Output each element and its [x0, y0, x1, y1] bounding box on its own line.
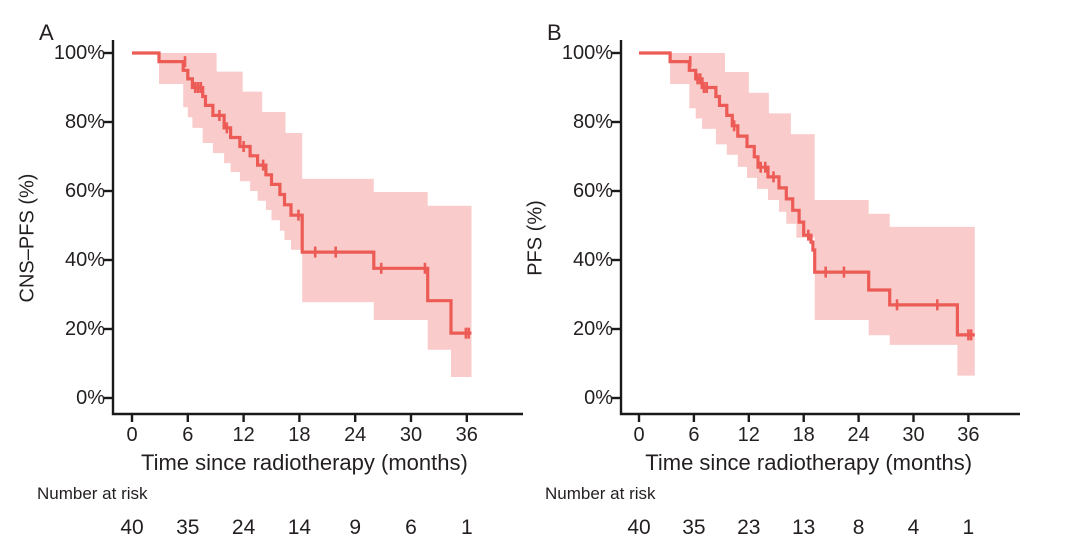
x-tick-label: 6 — [688, 424, 700, 446]
y-axis-title: PFS (%) — [524, 200, 547, 276]
x-axis-title: Time since radiotherapy (months) — [645, 450, 973, 475]
number-at-risk-label: Number at risk — [37, 484, 148, 503]
x-tick-label: 0 — [126, 424, 138, 446]
risk-count: 35 — [176, 516, 200, 539]
risk-count: 4 — [907, 516, 920, 539]
panel-letter: B — [547, 20, 562, 45]
y-tick-label: 40% — [572, 249, 613, 271]
y-tick-label: 60% — [572, 180, 613, 202]
risk-count: 40 — [627, 516, 651, 539]
x-tick-label: 30 — [902, 424, 925, 446]
number-at-risk-label: Number at risk — [545, 484, 656, 503]
risk-count: 1 — [460, 516, 473, 539]
y-tick-label: 0% — [76, 387, 105, 409]
axes-panel-b — [619, 40, 1020, 416]
x-tick-label: 18 — [792, 424, 815, 446]
x-tick-label: 18 — [288, 424, 311, 446]
y-tick-label: 20% — [572, 318, 613, 340]
y-tick-label: 80% — [64, 111, 105, 133]
y-tick-label: 40% — [64, 249, 105, 271]
x-tick-label: 12 — [737, 424, 760, 446]
risk-count: 35 — [682, 516, 706, 539]
y-tick-label: 100% — [561, 42, 613, 64]
risk-count: 13 — [792, 516, 816, 539]
axes-panel-a — [111, 40, 523, 416]
risk-count: 6 — [405, 516, 417, 539]
risk-count: 9 — [349, 516, 362, 539]
km-curve — [132, 51, 472, 335]
y-tick-label: 0% — [584, 387, 613, 409]
risk-count: 24 — [231, 516, 256, 539]
x-tick-label: 12 — [232, 424, 255, 446]
risk-count: 40 — [120, 516, 144, 539]
y-axis-title: CNS–PFS (%) — [16, 173, 39, 303]
risk-count: 8 — [852, 516, 865, 539]
x-tick-label: 0 — [633, 424, 645, 446]
y-tick-label: 80% — [572, 111, 613, 133]
x-tick-label: 6 — [182, 424, 194, 446]
ci-band — [159, 53, 472, 377]
x-tick-label: 30 — [399, 424, 423, 446]
risk-count: 23 — [737, 516, 761, 539]
risk-count: 1 — [962, 516, 975, 539]
panel-letter: A — [39, 20, 54, 45]
ci-band — [670, 53, 975, 376]
y-tick-label: 60% — [64, 180, 105, 202]
x-tick-label: 24 — [344, 424, 367, 446]
x-tick-label: 36 — [455, 424, 478, 446]
y-tick-label: 20% — [64, 318, 105, 340]
x-axis-title: Time since radiotherapy (months) — [140, 450, 468, 475]
x-tick-label: 36 — [957, 424, 980, 446]
y-tick-label: 100% — [53, 42, 105, 64]
x-tick-label: 24 — [847, 424, 870, 446]
risk-count: 14 — [287, 516, 312, 539]
